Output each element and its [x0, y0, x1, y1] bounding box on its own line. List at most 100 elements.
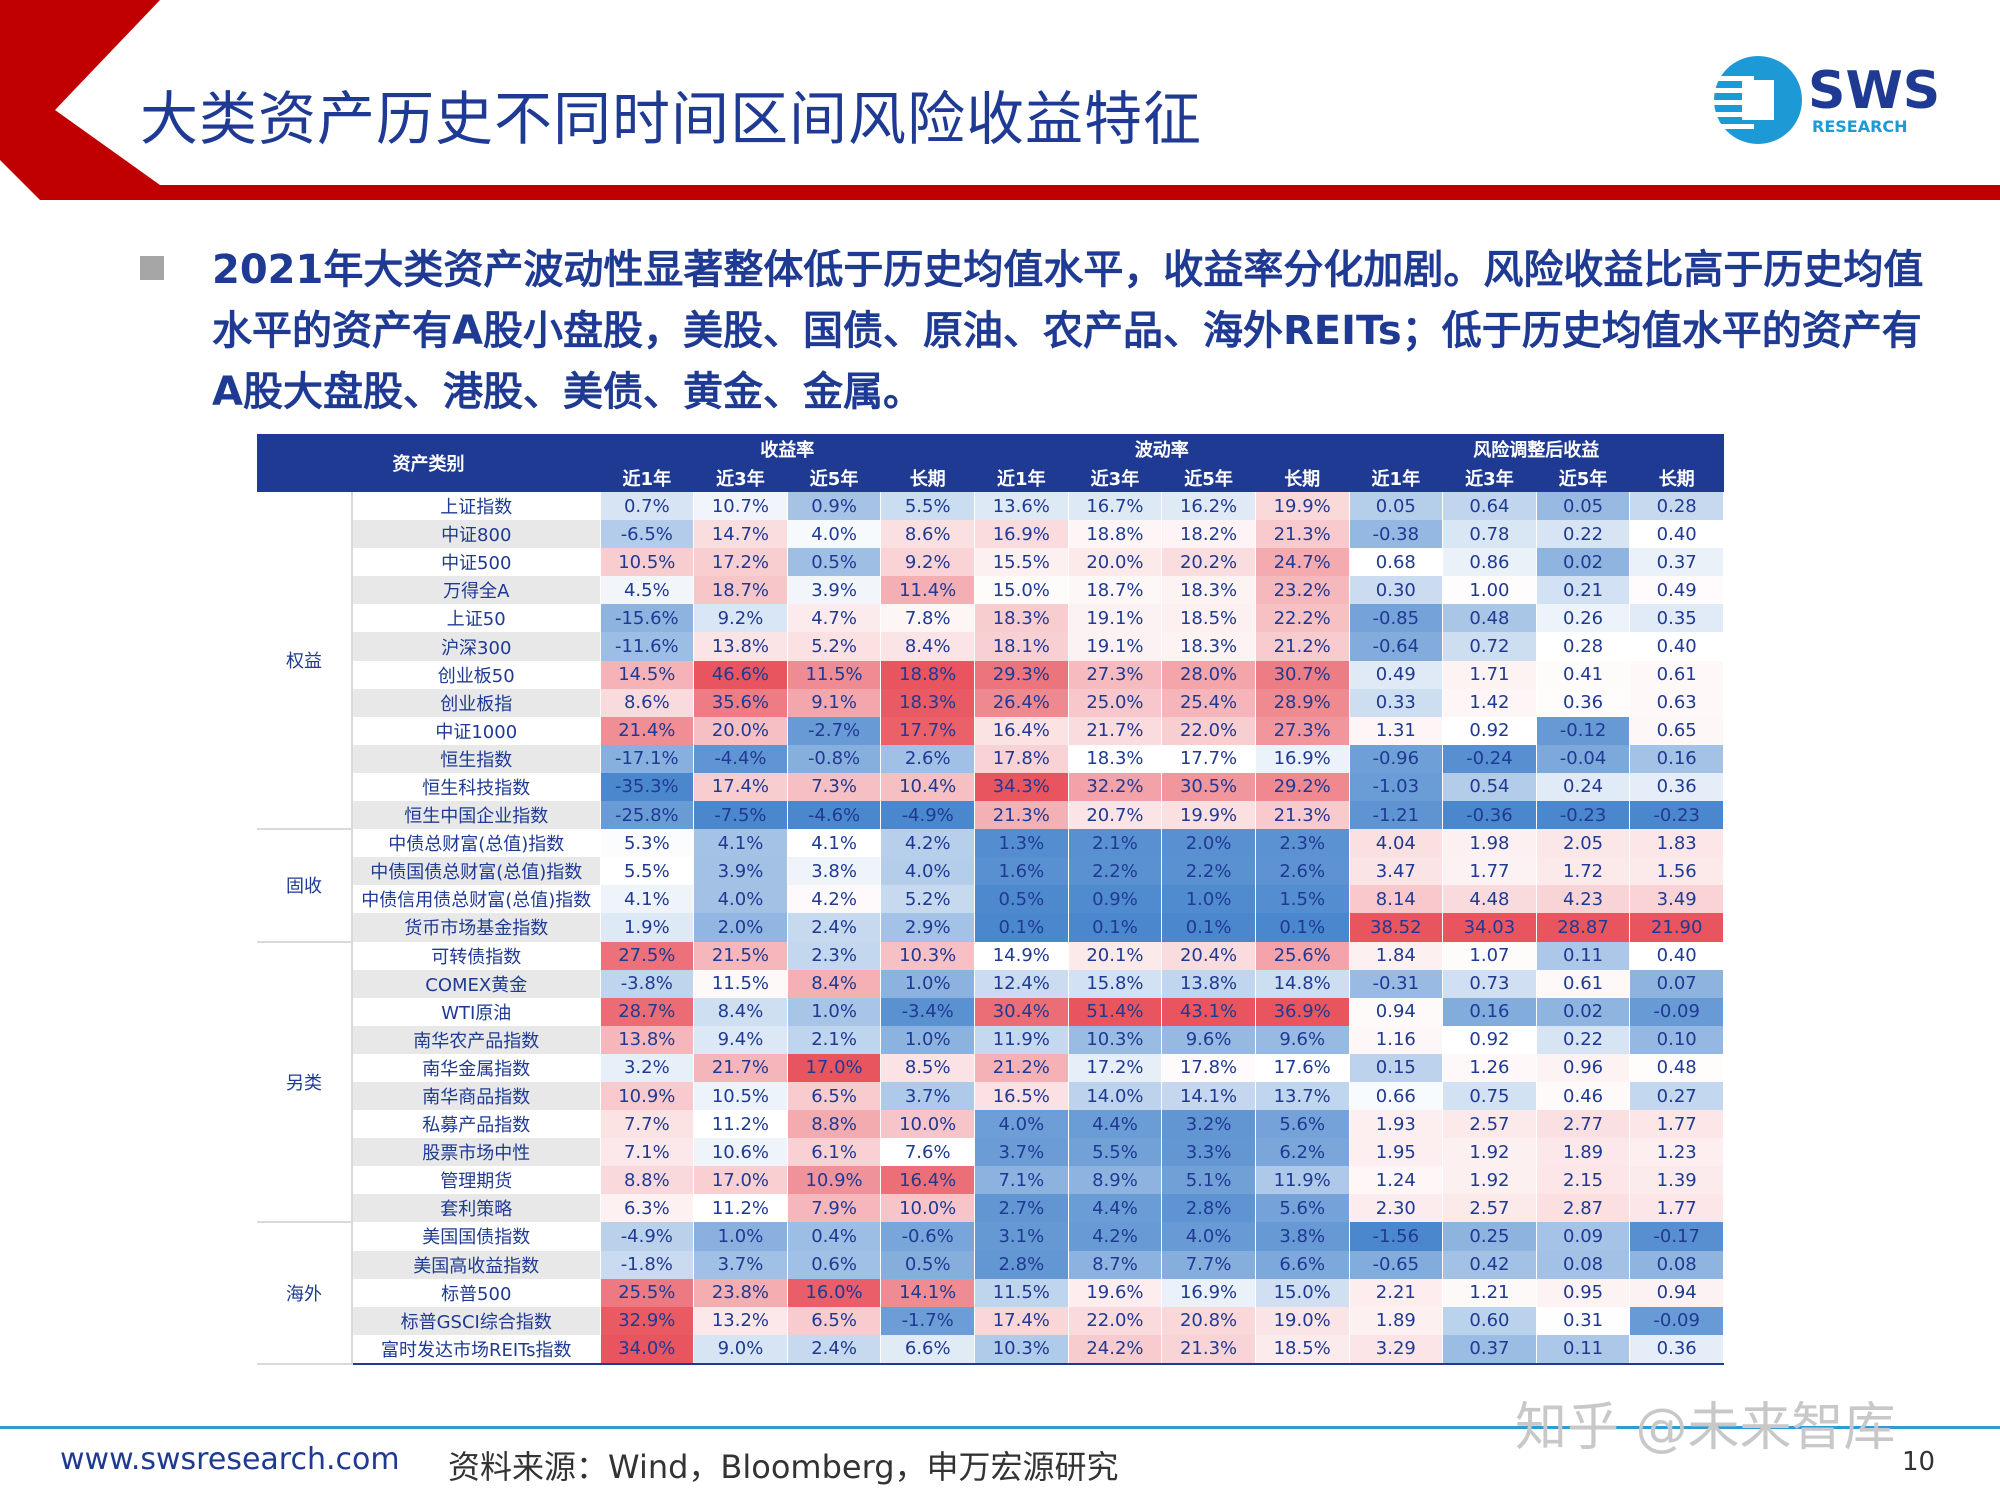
table-row: 创业板指 8.6% 35.6% 9.1% 18.3% 26.4% 25.0% 25.4% 28.…: [257, 688, 1724, 717]
value-cell: 8.9%: [1068, 1166, 1163, 1195]
value-cell: 7.7%: [600, 1110, 695, 1139]
value-cell: 0.86: [1442, 548, 1537, 577]
value-cell: 0.4%: [787, 1222, 882, 1251]
table-row: 南华农产品指数 13.8% 9.4% 2.1% 1.0% 11.9% 10.3% 9.6% 9.…: [257, 1025, 1724, 1054]
value-cell: 0.21: [1536, 576, 1631, 605]
value-cell: -4.9%: [600, 1222, 695, 1251]
value-cell: 38.52: [1349, 913, 1444, 942]
value-cell: 0.08: [1629, 1250, 1724, 1279]
value-cell: 6.6%: [1255, 1250, 1350, 1279]
value-cell: 0.41: [1536, 660, 1631, 689]
group-header: 收益率: [600, 434, 975, 463]
table-row: 美国高收益指数 -1.8% 3.7% 0.6% 0.5% 2.8% 8.7% 7.7% 6.6%…: [257, 1250, 1724, 1279]
value-cell: 6.2%: [1255, 1138, 1350, 1167]
value-cell: 4.0%: [693, 885, 788, 914]
value-cell: 3.2%: [1161, 1110, 1256, 1139]
value-cell: 5.2%: [787, 632, 882, 661]
value-cell: 20.2%: [1161, 548, 1256, 577]
value-cell: -0.04: [1536, 744, 1631, 773]
value-cell: 1.5%: [1255, 885, 1350, 914]
value-cell: 1.16: [1349, 1025, 1444, 1054]
value-cell: 17.8%: [974, 744, 1069, 773]
value-cell: 1.93: [1349, 1110, 1444, 1139]
value-cell: 27.3%: [1068, 660, 1163, 689]
value-cell: 16.0%: [787, 1278, 882, 1307]
value-cell: 0.09: [1536, 1222, 1631, 1251]
value-cell: 5.5%: [880, 492, 975, 521]
value-cell: 0.40: [1629, 520, 1724, 549]
asset-name: 创业板50: [352, 660, 601, 689]
value-cell: 0.37: [1629, 548, 1724, 577]
value-cell: -17.1%: [600, 744, 695, 773]
value-cell: 35.6%: [693, 688, 788, 717]
table-row: 私募产品指数 7.7% 11.2% 8.8% 10.0% 4.0% 4.4% 3.2% 5.6%…: [257, 1110, 1724, 1139]
value-cell: 17.4%: [974, 1306, 1069, 1335]
value-cell: 0.5%: [880, 1250, 975, 1279]
value-cell: 1.39: [1629, 1166, 1724, 1195]
value-cell: 0.92: [1442, 1025, 1537, 1054]
value-cell: 0.68: [1349, 548, 1444, 577]
value-cell: 1.0%: [693, 1222, 788, 1251]
asset-name: 可转债指数: [352, 941, 601, 970]
table-row: 股票市场中性 7.1% 10.6% 6.1% 7.6% 3.7% 5.5% 3.3% 6.2% 1…: [257, 1138, 1724, 1167]
value-cell: 9.0%: [693, 1334, 788, 1364]
value-cell: 30.4%: [974, 997, 1069, 1026]
value-cell: 15.0%: [974, 576, 1069, 605]
period-header: 近5年: [1161, 463, 1256, 492]
value-cell: 4.0%: [1161, 1222, 1256, 1251]
value-cell: 1.6%: [974, 857, 1069, 886]
value-cell: -0.6%: [880, 1222, 975, 1251]
value-cell: -25.8%: [600, 801, 695, 830]
value-cell: 5.1%: [1161, 1166, 1256, 1195]
value-cell: 11.5%: [693, 969, 788, 998]
table-row: 海外 美国国债指数 -4.9% 1.0% 0.4% -0.6% 3.1% 4.2% 4.0% 3.…: [257, 1222, 1724, 1365]
asset-name: 美国国债指数: [352, 1222, 601, 1251]
period-header: 近1年: [974, 463, 1069, 492]
value-cell: 10.5%: [600, 548, 695, 577]
value-cell: 26.4%: [974, 688, 1069, 717]
value-cell: 18.1%: [974, 632, 1069, 661]
value-cell: 9.6%: [1161, 1025, 1256, 1054]
value-cell: 0.63: [1629, 688, 1724, 717]
value-cell: 2.4%: [787, 913, 882, 942]
value-cell: 11.5%: [787, 660, 882, 689]
value-cell: 11.9%: [1255, 1166, 1350, 1195]
value-cell: 8.4%: [787, 969, 882, 998]
asset-name: 万得全A: [352, 576, 601, 605]
period-header: 长期: [1629, 463, 1724, 492]
value-cell: 0.48: [1442, 604, 1537, 633]
value-cell: 2.7%: [974, 1194, 1069, 1223]
value-cell: 0.08: [1536, 1250, 1631, 1279]
value-cell: 17.8%: [1161, 1053, 1256, 1082]
value-cell: 21.3%: [1255, 801, 1350, 830]
value-cell: 4.0%: [880, 857, 975, 886]
value-cell: 7.1%: [600, 1138, 695, 1167]
value-cell: 20.0%: [1068, 548, 1163, 577]
value-cell: 1.31: [1349, 716, 1444, 745]
value-cell: 0.61: [1629, 660, 1724, 689]
value-cell: 34.0%: [600, 1334, 695, 1364]
value-cell: 1.84: [1349, 941, 1444, 970]
footer-website[interactable]: www.swsresearch.com: [60, 1442, 400, 1477]
value-cell: 18.5%: [1255, 1334, 1350, 1364]
value-cell: 0.26: [1536, 604, 1631, 633]
period-header: 近1年: [1349, 463, 1443, 492]
asset-name: 标普GSCI综合指数: [352, 1306, 601, 1335]
value-cell: 11.9%: [974, 1025, 1069, 1054]
value-cell: 10.9%: [600, 1081, 695, 1111]
value-cell: 10.5%: [693, 1081, 788, 1111]
value-cell: -1.8%: [600, 1250, 695, 1279]
value-cell: 1.72: [1536, 857, 1631, 886]
value-cell: 23.8%: [693, 1278, 788, 1307]
value-cell: -3.8%: [600, 969, 695, 998]
value-cell: 1.0%: [880, 1025, 975, 1054]
table-row: 权益 上证指数 0.7% 10.7% 0.9% 5.5% 13.6% 16.7% 16.2% 19…: [257, 492, 1724, 831]
category-cell: 权益: [257, 492, 353, 831]
table-row: 套利策略 6.3% 11.2% 7.9% 10.0% 2.7% 4.4% 2.8% 5.6% 2.…: [257, 1194, 1724, 1223]
value-cell: 10.0%: [880, 1110, 975, 1139]
table-row: 货币市场基金指数 1.9% 2.0% 2.4% 2.9% 0.1% 0.1% 0.1% 0.1%…: [257, 913, 1724, 942]
svg-text:SWS: SWS: [1808, 61, 1940, 121]
value-cell: 0.31: [1536, 1306, 1631, 1335]
value-cell: 13.8%: [1161, 969, 1256, 998]
value-cell: 0.25: [1442, 1222, 1537, 1251]
